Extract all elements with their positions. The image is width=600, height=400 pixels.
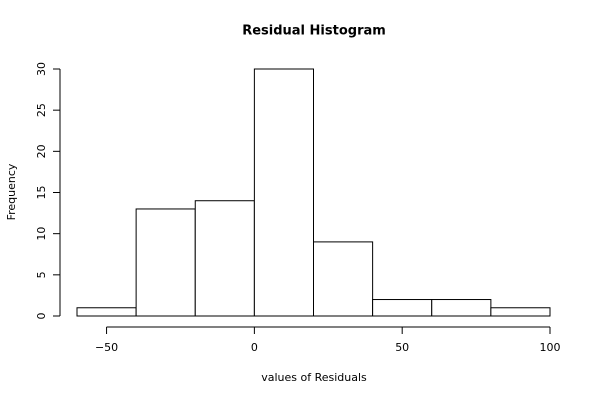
y-axis-label: Frequency — [5, 163, 18, 220]
y-tick-label: 15 — [35, 186, 48, 200]
bar — [76, 307, 137, 317]
y-tick-label: 0 — [35, 313, 48, 320]
bar — [313, 241, 374, 317]
x-tick-label: 0 — [251, 341, 258, 354]
bar — [194, 200, 255, 317]
bar — [253, 68, 314, 317]
y-tick-label: 10 — [35, 227, 48, 241]
bar — [135, 208, 196, 317]
x-tick-label: 100 — [540, 341, 561, 354]
bar — [490, 307, 551, 317]
x-tick-label: 50 — [395, 341, 409, 354]
x-tick-label: −50 — [95, 341, 118, 354]
y-tick-label: 5 — [35, 271, 48, 278]
y-tick-label: 25 — [35, 103, 48, 117]
bar — [372, 299, 433, 317]
bar — [431, 299, 492, 317]
y-tick-label: 20 — [35, 144, 48, 158]
x-axis-label: values of Residuals — [261, 371, 367, 384]
y-tick-label: 30 — [35, 62, 48, 76]
chart-title: Residual Histogram — [242, 24, 386, 39]
